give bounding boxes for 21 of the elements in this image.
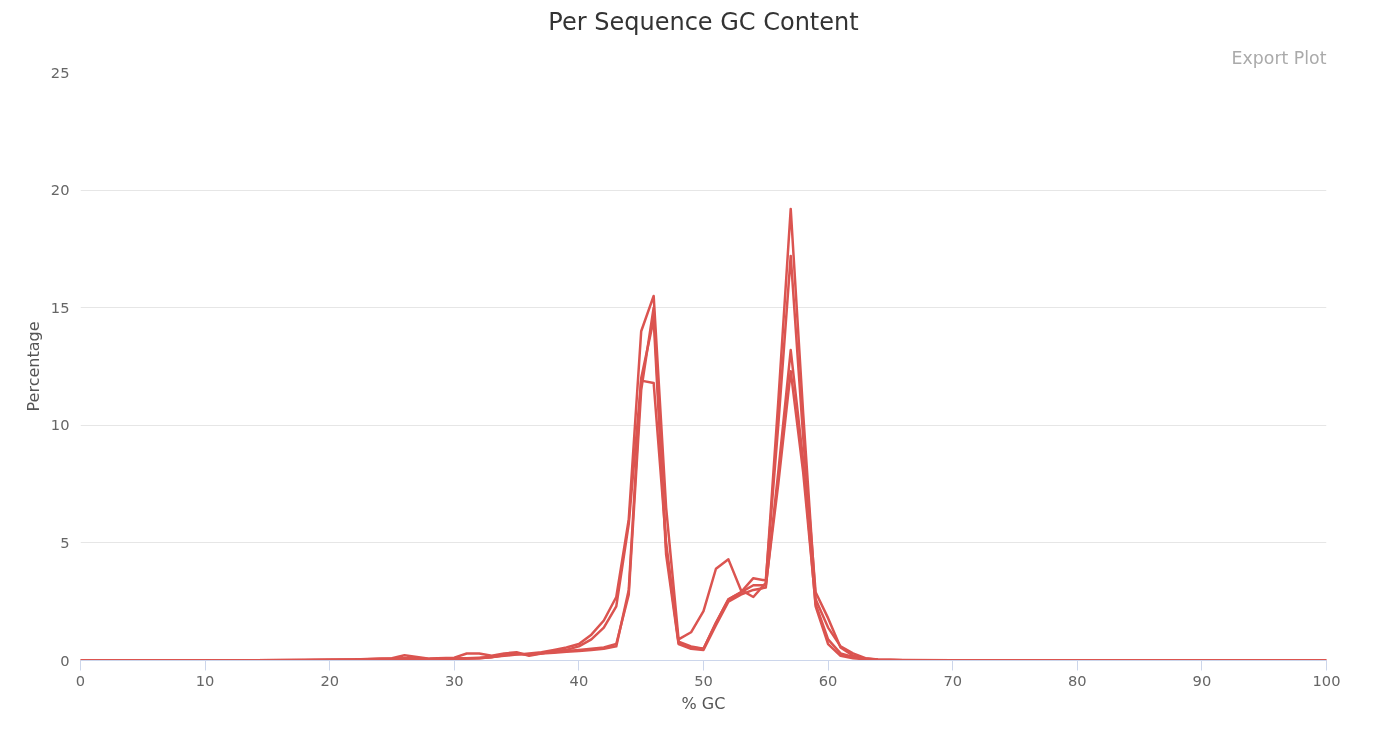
x-axis-title: % GC xyxy=(681,693,726,713)
y-tick-label: 15 xyxy=(50,298,70,316)
x-tick-label: 40 xyxy=(569,671,589,689)
x-tick-label: 70 xyxy=(943,671,963,689)
x-tick-label: 60 xyxy=(818,671,838,689)
x-tick-label: 50 xyxy=(694,671,713,689)
y-tick-label: 0 xyxy=(60,651,70,669)
chart-title: Per Sequence GC Content xyxy=(548,7,859,36)
x-tick-label: 100 xyxy=(1312,671,1341,689)
y-tick-label: 25 xyxy=(50,63,70,81)
x-tick-label: 0 xyxy=(75,671,86,689)
y-axis-title: Percentage xyxy=(23,321,43,412)
x-tick-label: 10 xyxy=(195,671,215,689)
y-tick-label: 5 xyxy=(60,533,70,551)
x-tick-label: 80 xyxy=(1067,671,1087,689)
x-tick-label: 30 xyxy=(444,671,464,689)
x-tick-label: 90 xyxy=(1192,671,1212,689)
x-tick-label: 20 xyxy=(320,671,340,689)
y-tick-label: 10 xyxy=(50,416,70,434)
y-tick-label: 20 xyxy=(50,181,70,199)
text: Export Plot xyxy=(1231,47,1327,68)
